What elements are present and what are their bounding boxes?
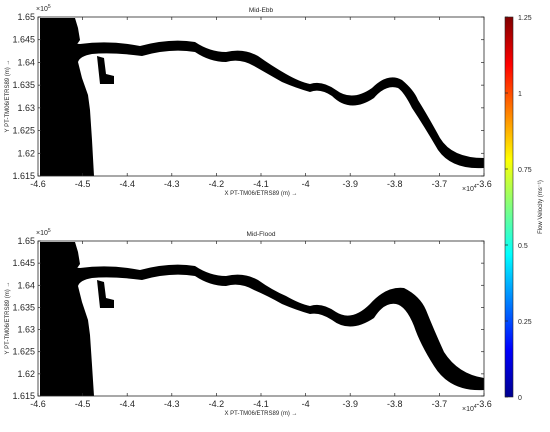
y-tick-label: 1.64: [17, 280, 35, 290]
x-tick-label: -3.9: [342, 399, 358, 409]
x-tick-label: -4.4: [119, 399, 135, 409]
axis-ticks-flood: -4.6 -4.5 -4.4 -4.3 -4.2 -4.1 -4 -3.9 -3.8 -3.7 -3…: [12, 236, 491, 409]
colorbar-tick-label: 0.5: [518, 243, 528, 250]
x-tick-label: -3.8: [387, 179, 403, 189]
x-tick-label: -4: [302, 399, 310, 409]
y-tick-label: 1.625: [12, 347, 35, 357]
x-axis-label: X PT-TM06/ETRS89 (m) →: [224, 411, 297, 417]
colorbar-ticks: 0 0.25 0.5 0.75 1 1.25: [505, 15, 532, 402]
colorbar-label: Flow Velocity (ms⁻¹): [538, 180, 544, 234]
y-tick-label: 1.63: [17, 103, 35, 113]
colorbar-tick-label: 1: [518, 91, 522, 98]
x-tick-label: -4.2: [209, 179, 225, 189]
y-tick-label: 1.635: [12, 80, 35, 90]
colorbar-tick-label: 1.25: [518, 15, 532, 22]
x-tick-label: -3.6: [476, 399, 492, 409]
x-tick-label: -4.3: [164, 179, 180, 189]
y-axis-label: Y PT-TM06/ETRS89 (m) →: [5, 282, 11, 355]
y-tick-label: 1.64: [17, 57, 35, 67]
colorbar-gradient: [504, 16, 514, 398]
x-axis-label: X PT-TM06/ETRS89 (m) →: [224, 191, 297, 197]
x-exponent: ×104: [462, 404, 477, 413]
x-tick-label: -4.5: [75, 399, 91, 409]
y-tick-label: 1.65: [17, 236, 35, 246]
x-tick-label: -3.7: [432, 179, 448, 189]
panel-title: Mid-Ebb: [249, 7, 274, 14]
x-tick-label: -4.6: [30, 399, 46, 409]
x-tick-label: -3.9: [342, 179, 358, 189]
x-tick-label: -4.2: [209, 399, 225, 409]
x-tick-label: -4.6: [30, 179, 46, 189]
x-tick-label: -4.5: [75, 179, 91, 189]
y-tick-label: 1.65: [17, 12, 35, 22]
y-axis-label: Y PT-TM06/ETRS89 (m) →: [5, 60, 11, 133]
y-exponent: ×105: [36, 4, 51, 13]
estuary-shape-flood: [40, 242, 484, 396]
y-tick-label: 1.62: [17, 369, 35, 379]
x-tick-label: -3.7: [432, 399, 448, 409]
panel-title: Mid-Flood: [247, 231, 276, 238]
colorbar-tick-label: 0: [518, 395, 522, 402]
x-tick-label: -3.6: [476, 179, 492, 189]
x-tick-label: -4.1: [253, 399, 269, 409]
velocity-hotspot: [211, 68, 240, 79]
axes-box-ebb: [37, 16, 485, 177]
y-tick-label: 1.63: [17, 325, 35, 335]
x-tick-label: -4.3: [164, 399, 180, 409]
y-tick-label: 1.635: [12, 302, 35, 312]
x-tick-label: -3.8: [387, 399, 403, 409]
velocity-field-ebb: [40, 18, 484, 176]
colorbar-tick-label: 0.75: [518, 167, 532, 174]
panel-mid-ebb: Mid-Ebb -4.6 -4.5 -4.4 -4.3 -4.2 -4.1 -4 -3.9 -3…: [5, 4, 492, 197]
x-tick-label: -4: [302, 179, 310, 189]
x-tick-label: -4.4: [119, 179, 135, 189]
panel-mid-flood: Mid-Flood -4.6 -4.5 -4.4 -4.3 -4.2 -4.1 -4 -3.9…: [5, 228, 492, 417]
x-tick-label: -4.1: [253, 179, 269, 189]
y-tick-label: 1.62: [17, 148, 35, 158]
y-exponent: ×105: [36, 228, 51, 237]
estuary-shape-ebb: [40, 18, 484, 176]
x-exponent: ×104: [462, 184, 477, 193]
y-tick-label: 1.625: [12, 126, 35, 136]
y-tick-label: 1.615: [12, 171, 35, 181]
y-tick-label: 1.645: [12, 35, 35, 45]
colorbar-tick-label: 0.25: [518, 319, 532, 326]
y-tick-label: 1.615: [12, 391, 35, 401]
axis-ticks-ebb: -4.6 -4.5 -4.4 -4.3 -4.2 -4.1 -4 -3.9 -3.8 -3.7 -3…: [12, 12, 491, 189]
colorbar: 0 0.25 0.5 0.75 1 1.25 Flow Velocity (ms⁻¹): [504, 15, 544, 402]
y-tick-label: 1.645: [12, 258, 35, 268]
